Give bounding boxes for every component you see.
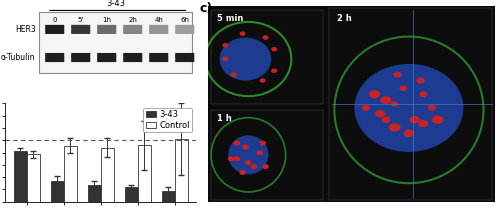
Circle shape xyxy=(260,79,265,82)
FancyBboxPatch shape xyxy=(149,53,169,62)
Circle shape xyxy=(428,106,435,110)
Circle shape xyxy=(223,57,228,61)
Circle shape xyxy=(400,86,406,90)
Bar xyxy=(50,181,64,202)
Text: 5': 5' xyxy=(78,17,84,24)
Text: 1h: 1h xyxy=(102,17,111,24)
Circle shape xyxy=(260,141,265,145)
Bar xyxy=(64,146,76,202)
Legend: 3-43, Control: 3-43, Control xyxy=(143,108,192,132)
Text: α-Tubulin: α-Tubulin xyxy=(1,53,35,62)
FancyBboxPatch shape xyxy=(175,25,195,34)
Circle shape xyxy=(390,124,400,131)
FancyBboxPatch shape xyxy=(211,10,323,104)
Circle shape xyxy=(376,111,384,117)
FancyBboxPatch shape xyxy=(40,12,192,73)
Bar xyxy=(174,139,188,202)
Ellipse shape xyxy=(228,135,268,174)
FancyBboxPatch shape xyxy=(71,25,90,34)
FancyBboxPatch shape xyxy=(123,53,142,62)
Circle shape xyxy=(382,117,390,122)
Text: c): c) xyxy=(200,2,213,15)
Text: 2h: 2h xyxy=(128,17,137,24)
Circle shape xyxy=(419,121,428,126)
Circle shape xyxy=(263,36,268,39)
FancyBboxPatch shape xyxy=(97,25,116,34)
Circle shape xyxy=(420,92,426,97)
Bar xyxy=(26,155,40,202)
Circle shape xyxy=(252,165,256,168)
Circle shape xyxy=(263,165,268,168)
Circle shape xyxy=(232,73,236,76)
Text: 5 min: 5 min xyxy=(217,14,243,23)
Circle shape xyxy=(381,97,391,103)
Circle shape xyxy=(234,157,240,161)
Circle shape xyxy=(257,151,262,155)
Text: HER3: HER3 xyxy=(15,25,36,34)
Circle shape xyxy=(223,44,228,47)
Bar xyxy=(14,151,26,202)
Text: 6h: 6h xyxy=(180,17,189,24)
FancyBboxPatch shape xyxy=(123,25,142,34)
Text: 4h: 4h xyxy=(154,17,163,24)
Ellipse shape xyxy=(354,64,464,152)
Bar xyxy=(88,185,101,202)
Text: 3-43: 3-43 xyxy=(106,0,126,8)
FancyBboxPatch shape xyxy=(71,53,90,62)
Circle shape xyxy=(392,102,398,106)
Circle shape xyxy=(228,157,234,161)
Circle shape xyxy=(394,72,401,77)
Circle shape xyxy=(272,48,276,51)
FancyBboxPatch shape xyxy=(45,25,64,34)
Circle shape xyxy=(243,145,248,149)
Circle shape xyxy=(240,171,245,174)
FancyBboxPatch shape xyxy=(328,8,492,200)
Text: 1 h: 1 h xyxy=(217,114,232,123)
Circle shape xyxy=(370,91,380,98)
Circle shape xyxy=(432,116,442,123)
Circle shape xyxy=(410,116,419,123)
Bar xyxy=(138,145,150,202)
Circle shape xyxy=(272,69,276,72)
FancyBboxPatch shape xyxy=(175,53,195,62)
FancyBboxPatch shape xyxy=(211,110,323,200)
FancyBboxPatch shape xyxy=(45,53,64,62)
Bar xyxy=(162,191,174,202)
Bar xyxy=(100,148,114,202)
Circle shape xyxy=(362,106,369,110)
FancyBboxPatch shape xyxy=(149,25,169,34)
Circle shape xyxy=(234,141,240,145)
FancyBboxPatch shape xyxy=(97,53,116,62)
Circle shape xyxy=(404,130,413,136)
Ellipse shape xyxy=(220,37,272,80)
Text: 0: 0 xyxy=(52,17,57,24)
Text: 2 h: 2 h xyxy=(337,14,352,23)
Circle shape xyxy=(417,78,424,83)
Circle shape xyxy=(240,32,245,35)
Circle shape xyxy=(246,161,251,164)
Bar xyxy=(124,187,138,202)
